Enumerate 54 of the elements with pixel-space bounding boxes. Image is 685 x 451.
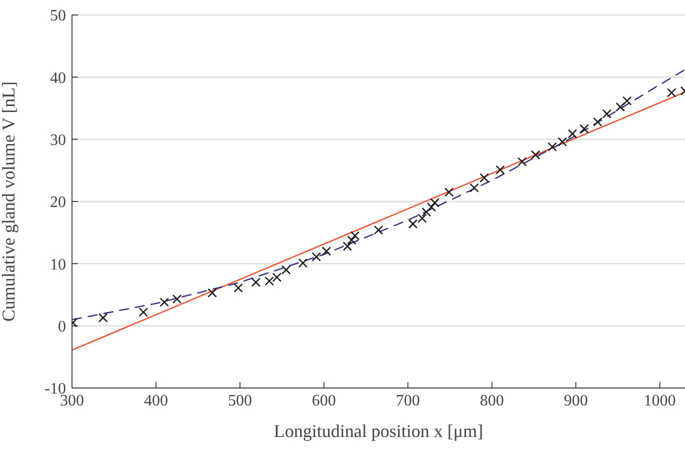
point	[548, 142, 557, 152]
x-tick-label: 600	[312, 392, 336, 410]
point	[138, 308, 148, 317]
x-tick-label: 900	[564, 392, 588, 410]
y-tick-label: 30	[50, 132, 66, 150]
x-tick-label: 500	[228, 392, 252, 410]
x-tick-label: 300	[60, 392, 84, 410]
point	[480, 173, 489, 183]
point	[208, 288, 217, 298]
point	[312, 252, 322, 262]
point	[666, 88, 676, 98]
point	[98, 313, 108, 322]
point	[322, 246, 332, 256]
point	[346, 235, 356, 245]
y-tick-label: 40	[50, 70, 66, 87]
point	[172, 294, 182, 304]
x-tick-label: 400	[144, 392, 168, 410]
y-axis-title: Cumulative gland volume V [nL]	[0, 81, 18, 322]
point	[234, 283, 243, 293]
y-tick-label: 10	[50, 256, 66, 274]
point	[342, 242, 352, 251]
point	[593, 117, 602, 127]
x-tick-label: 700	[396, 392, 420, 410]
point	[602, 109, 612, 118]
point	[444, 188, 454, 197]
x-tick-label: 800	[480, 392, 504, 410]
point	[272, 272, 282, 282]
line-series	[72, 69, 685, 320]
point	[408, 219, 418, 229]
point	[568, 129, 578, 138]
x-axis-title: Longitudinal position x [μm]	[274, 421, 484, 441]
point	[580, 124, 589, 134]
point	[558, 137, 568, 146]
point	[160, 298, 170, 307]
point	[298, 258, 308, 268]
point	[430, 198, 440, 208]
point	[251, 278, 261, 287]
point	[281, 265, 291, 275]
y-tick-label: 0	[58, 318, 66, 336]
point	[374, 225, 384, 235]
point	[426, 202, 436, 212]
point	[622, 96, 632, 106]
point	[418, 214, 427, 223]
point	[496, 165, 505, 174]
y-tick-label: 20	[50, 194, 66, 212]
x-tick-label: 1000	[644, 392, 676, 410]
point	[350, 231, 360, 240]
point	[517, 157, 527, 166]
point	[470, 183, 479, 192]
point	[616, 102, 625, 112]
y-tick-label: 50	[50, 8, 66, 25]
point	[530, 150, 540, 160]
point	[264, 276, 274, 286]
point	[422, 207, 432, 217]
